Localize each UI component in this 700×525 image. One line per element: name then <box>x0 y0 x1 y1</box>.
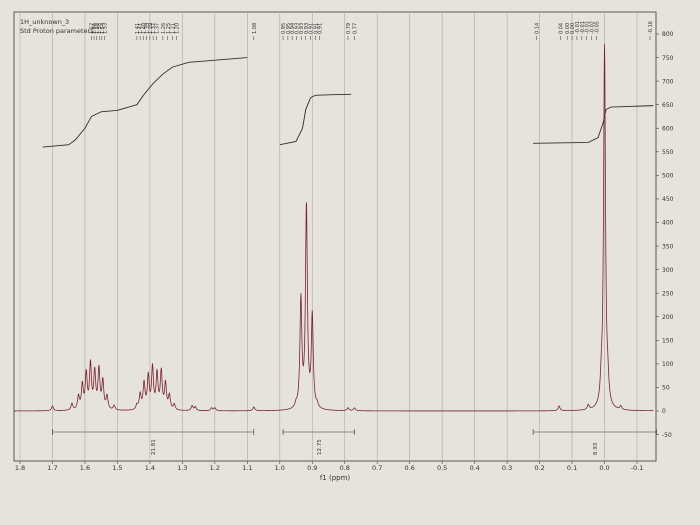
peak-label: 1.26 <box>161 23 167 34</box>
peak-label: 0.91 <box>317 23 323 34</box>
x-axis-label: f1 (ppm) <box>320 474 351 482</box>
x-tick-label: 0.3 <box>502 464 512 472</box>
peak-label: 0.77 <box>352 23 358 34</box>
integration-value: 12.75 <box>317 439 323 455</box>
spectrum-trace <box>14 43 657 412</box>
x-tick-label: 0.7 <box>372 464 382 472</box>
grid-lines <box>19 12 638 461</box>
x-tick-label: 1.5 <box>112 464 122 472</box>
y-tick-label: 700 <box>662 78 674 85</box>
peak-label: 0.00 <box>565 23 571 34</box>
y-tick-label: 450 <box>662 196 674 203</box>
peak-label: 1.55 <box>97 23 103 34</box>
peak-label: -0.01 <box>575 21 581 34</box>
x-axis: 1.8 1.7 1.6 1.5 1.4 1.3 1.2 1.1 1.0 0.9 0.8 0.7 0.6 0… <box>15 461 644 472</box>
x-tick-label: 1.7 <box>47 464 57 472</box>
integration-value: 8.93 <box>593 442 599 455</box>
integration-value: 21.81 <box>151 439 157 455</box>
x-tick-label: 1.3 <box>177 464 187 472</box>
x-tick-label: 1.6 <box>80 464 90 472</box>
peak-label: 1.39 <box>148 23 154 34</box>
peak-label: 1.25 <box>166 23 172 34</box>
integral-curves <box>42 57 654 148</box>
y-tick-label: 550 <box>662 149 674 156</box>
peak-label: 1.21 <box>171 23 177 34</box>
integration-brackets: 21.81 12.75 8.93 <box>52 429 657 455</box>
x-tick-label: 1.0 <box>275 464 285 472</box>
spectrum-subtitle: Std Proton parameters <box>20 27 94 35</box>
y-tick-label: 800 <box>662 31 674 38</box>
peak-label: 0.79 <box>346 23 352 34</box>
x-tick-label: 0.8 <box>340 464 350 472</box>
plot-frame <box>13 11 657 462</box>
x-tick-label: 1.1 <box>242 464 252 472</box>
y-tick-label: 300 <box>662 267 674 274</box>
spectrum-title: 1H_unknown_3 <box>20 18 69 26</box>
x-tick-label: 1.2 <box>210 464 220 472</box>
peak-label: 1.57 <box>89 23 95 34</box>
peak-label: -0.16 <box>648 21 654 34</box>
x-tick-label: -0.1 <box>631 464 644 472</box>
y-tick-label: 400 <box>662 220 674 227</box>
x-tick-label: 1.8 <box>15 464 25 472</box>
peak-label: 1.39 <box>145 23 151 34</box>
peak-label: 0.14 <box>534 23 540 34</box>
x-tick-label: 0.2 <box>534 464 544 472</box>
x-tick-label: 0.6 <box>405 464 415 472</box>
y-tick-label: 750 <box>662 55 674 62</box>
y-tick-label: 600 <box>662 125 674 132</box>
y-tick-label: 0 <box>662 408 666 415</box>
peak-label: 1.53 <box>102 23 108 34</box>
x-tick-label: 0.4 <box>469 464 479 472</box>
y-tick-label: 50 <box>662 385 670 392</box>
peak-label: 1.40 <box>141 23 147 34</box>
peak-label: -0.01 <box>580 21 586 34</box>
x-tick-label: 0.0 <box>599 464 609 472</box>
y-tick-label: 650 <box>662 102 674 109</box>
x-tick-label: 0.5 <box>437 464 447 472</box>
y-tick-label: 100 <box>662 361 674 368</box>
peak-label: -0.05 <box>594 21 600 34</box>
peak-label: 0.00 <box>570 23 576 34</box>
peak-label: 1.41 <box>138 23 144 34</box>
peak-label: 1.54 <box>100 23 106 34</box>
y-tick-label: 250 <box>662 290 674 297</box>
peak-label: 1.55 <box>95 23 101 34</box>
peak-label: 1.37 <box>154 23 160 34</box>
peak-label: 1.37 <box>151 23 157 34</box>
y-tick-label: 150 <box>662 338 674 345</box>
y-axis: 8007507006506005505004504003503002502001… <box>656 31 674 439</box>
peak-label: 0.91 <box>314 23 320 34</box>
peak-label: 0.04 <box>559 23 565 34</box>
y-tick-label: 200 <box>662 314 674 321</box>
peak-label: 1.20 <box>175 23 181 34</box>
peak-label: 0.95 <box>281 23 287 34</box>
integral-curve <box>533 105 654 144</box>
peak-label: 0.93 <box>295 23 301 34</box>
peak-label: 1.08 <box>252 23 258 34</box>
peak-label: 0.93 <box>304 23 310 34</box>
peak-labels: 1.571.561.551.551.541.53 1.411.411.401.39… <box>89 21 654 40</box>
y-tick-label: 500 <box>662 173 674 180</box>
spectrum-line <box>14 43 654 412</box>
peak-label: 0.95 <box>286 23 292 34</box>
x-tick-label: 1.4 <box>145 464 155 472</box>
peak-label: -0.01 <box>585 21 591 34</box>
peak-label: 1.56 <box>92 23 98 34</box>
y-tick-label: 350 <box>662 243 674 250</box>
y-tick-label: -50 <box>662 432 672 439</box>
x-tick-label: 0.9 <box>307 464 317 472</box>
integral-curve <box>42 57 248 148</box>
peak-label: 1.41 <box>135 23 141 34</box>
peak-label: 0.93 <box>299 23 305 34</box>
integral-curve <box>279 93 352 146</box>
x-tick-label: 0.1 <box>567 464 577 472</box>
peak-label: 0.94 <box>290 23 296 34</box>
peak-label: -0.02 <box>590 21 596 34</box>
peak-label: 0.91 <box>309 23 315 34</box>
